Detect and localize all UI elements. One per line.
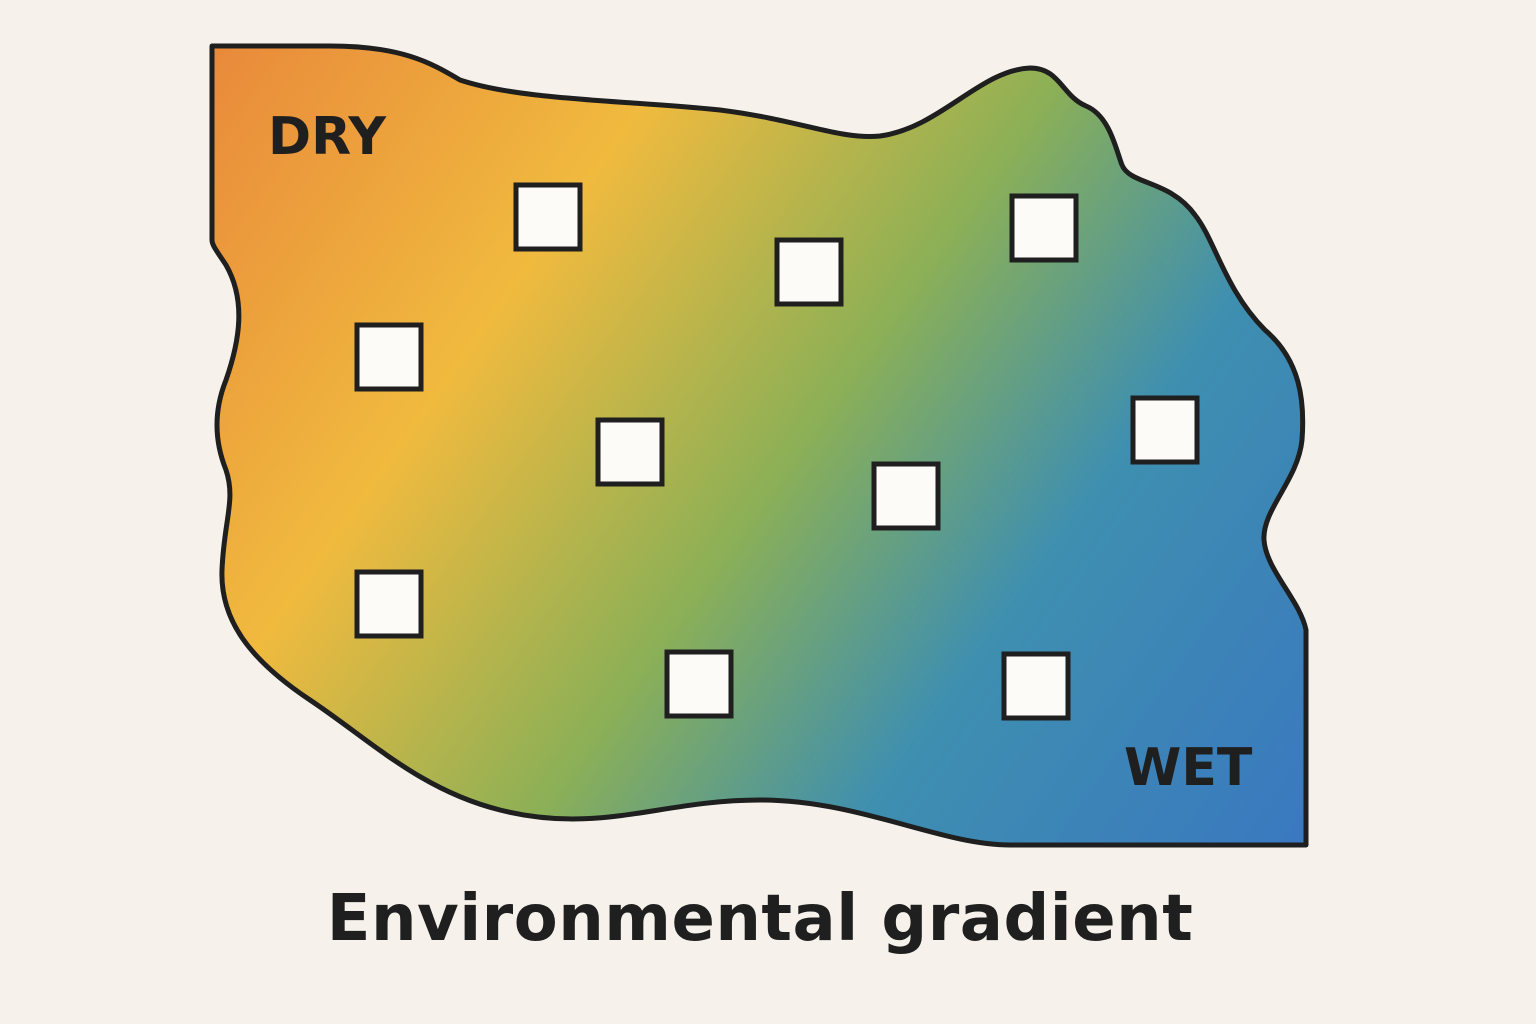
- plot-square: [513, 182, 583, 252]
- plot-square: [871, 461, 941, 531]
- plot-square: [1009, 193, 1079, 263]
- plot-square: [595, 417, 665, 487]
- wet-label: WET: [1124, 738, 1253, 798]
- dry-label: DRY: [268, 107, 387, 167]
- plot-square: [1001, 651, 1071, 721]
- plot-square: [354, 569, 424, 639]
- plot-squares: [354, 182, 1200, 721]
- plot-square: [664, 649, 734, 719]
- plot-square: [1130, 395, 1200, 465]
- diagram-caption: Environmental gradient: [326, 882, 1194, 956]
- plot-square: [774, 237, 844, 307]
- plot-square: [354, 322, 424, 392]
